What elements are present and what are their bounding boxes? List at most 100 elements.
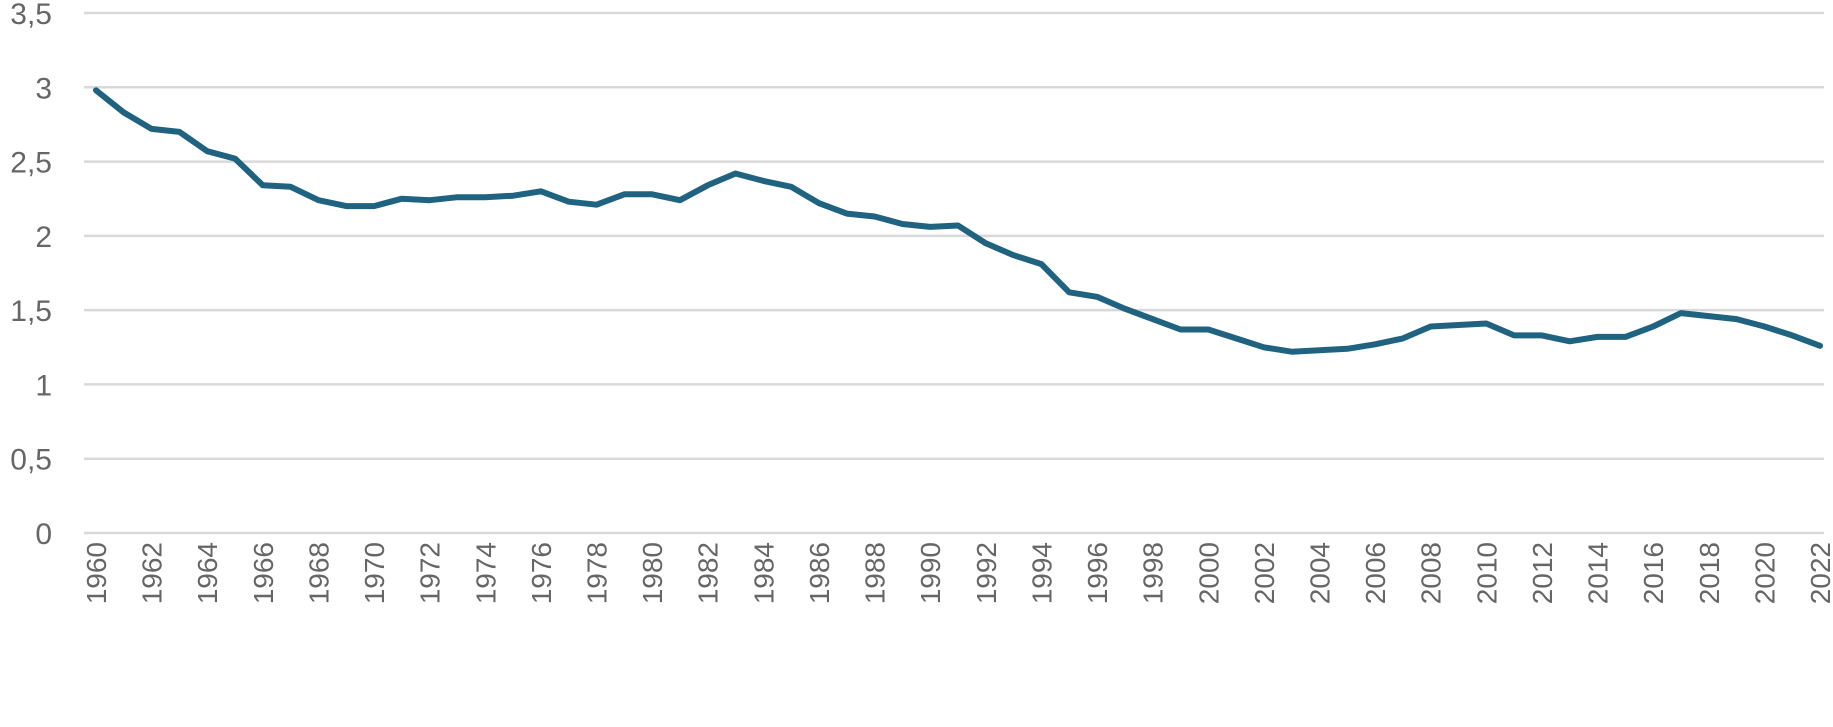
x-tick-label: 1982 (693, 542, 724, 604)
x-tick-label: 1970 (359, 542, 390, 604)
data-point (955, 222, 961, 228)
data-point (510, 193, 516, 199)
y-tick-label: 2,5 (10, 147, 52, 180)
x-tick-label: 2010 (1471, 542, 1502, 604)
data-point (649, 191, 655, 197)
x-tick-label: 1964 (192, 542, 223, 604)
x-tick-label: 1968 (303, 542, 334, 604)
data-point (1789, 332, 1795, 338)
data-point (788, 184, 794, 190)
data-point (454, 194, 460, 200)
data-point (371, 203, 377, 209)
data-point (1122, 306, 1128, 312)
x-tick-label: 2018 (1694, 542, 1725, 604)
series-layer (93, 87, 1823, 355)
data-point (1456, 322, 1462, 328)
data-point (1539, 332, 1545, 338)
data-point (1428, 323, 1434, 329)
y-tick-label: 3 (35, 72, 52, 105)
data-point (1205, 326, 1211, 332)
data-point (1761, 323, 1767, 329)
x-tick-label: 1988 (860, 542, 891, 604)
x-tick-label: 1992 (971, 542, 1002, 604)
x-tick-label: 2012 (1527, 542, 1558, 604)
x-tick-label: 1990 (915, 542, 946, 604)
x-tick-label: 1996 (1082, 542, 1113, 604)
data-point (288, 184, 294, 190)
x-tick-label: 1978 (582, 542, 613, 604)
data-point (1372, 341, 1378, 347)
data-point (1734, 316, 1740, 322)
x-tick-label: 1960 (81, 542, 112, 604)
data-point (1177, 326, 1183, 332)
data-point (927, 224, 933, 230)
data-point (93, 87, 99, 93)
x-tick-label: 1980 (637, 542, 668, 604)
data-point (1344, 346, 1350, 352)
gridlines (84, 11, 1824, 535)
x-tick-label: 1994 (1026, 542, 1057, 604)
x-tick-label: 2014 (1583, 542, 1614, 604)
data-point (260, 182, 266, 188)
data-point (760, 178, 766, 184)
data-point (983, 240, 989, 246)
y-tick-label: 0,5 (10, 444, 52, 477)
x-tick-label: 2022 (1805, 542, 1833, 604)
data-point (1817, 343, 1823, 349)
data-point (1289, 349, 1295, 355)
data-point (566, 199, 572, 205)
x-tick-label: 2004 (1304, 542, 1335, 604)
x-tick-label: 2016 (1638, 542, 1669, 604)
data-point (1650, 323, 1656, 329)
data-point (315, 197, 321, 203)
data-point (677, 197, 683, 203)
data-point (176, 129, 182, 135)
x-tick-label: 1986 (804, 542, 835, 604)
data-point (1706, 313, 1712, 319)
x-tick-label: 1976 (526, 542, 557, 604)
data-point (149, 126, 155, 132)
data-point (399, 196, 405, 202)
data-point (232, 156, 238, 162)
y-tick-label: 2 (35, 221, 52, 254)
data-point (1400, 335, 1406, 341)
y-tick-label: 1,5 (10, 295, 52, 328)
data-point (844, 211, 850, 217)
data-point (482, 194, 488, 200)
data-point (1233, 335, 1239, 341)
data-point (621, 191, 627, 197)
x-tick-label: 2002 (1249, 542, 1280, 604)
x-axis-ticks: 1960 1962 1964 1966 1968 1970 1972 1974 1976 1978… (81, 542, 1833, 604)
data-point (1261, 344, 1267, 350)
data-point (204, 148, 210, 154)
x-tick-label: 1966 (248, 542, 279, 604)
series-line (93, 87, 1823, 355)
y-tick-label: 0 (35, 518, 52, 551)
data-point (1150, 316, 1156, 322)
data-point (594, 202, 600, 208)
x-tick-label: 1984 (748, 542, 779, 604)
data-point (1011, 252, 1017, 258)
x-tick-label: 2008 (1416, 542, 1447, 604)
data-point (427, 197, 433, 203)
data-point (121, 110, 127, 116)
data-point (1567, 338, 1573, 344)
data-point (816, 200, 822, 206)
data-point (733, 170, 739, 176)
data-point (538, 188, 544, 194)
x-tick-label: 1974 (470, 542, 501, 604)
data-point (1038, 261, 1044, 267)
x-tick-label: 2020 (1749, 542, 1780, 604)
data-point (872, 214, 878, 220)
data-point (1622, 334, 1628, 340)
data-point (705, 182, 711, 188)
data-point (899, 221, 905, 227)
data-point (1094, 294, 1100, 300)
x-tick-label: 1998 (1138, 542, 1169, 604)
x-tick-label: 2000 (1193, 542, 1224, 604)
data-point (1595, 334, 1601, 340)
data-point (1483, 321, 1489, 327)
data-point (1316, 347, 1322, 353)
y-tick-label: 1 (35, 369, 52, 402)
